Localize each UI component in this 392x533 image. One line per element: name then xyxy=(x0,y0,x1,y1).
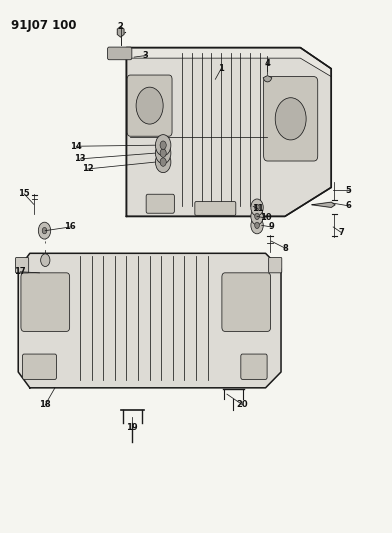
FancyBboxPatch shape xyxy=(107,47,132,60)
Circle shape xyxy=(155,142,171,164)
Text: 19: 19 xyxy=(127,423,138,432)
Circle shape xyxy=(41,254,50,266)
Text: 9: 9 xyxy=(269,222,274,231)
FancyBboxPatch shape xyxy=(16,257,29,273)
Text: 1: 1 xyxy=(218,64,224,73)
Wedge shape xyxy=(263,76,272,82)
Text: 10: 10 xyxy=(260,214,271,222)
Text: 17: 17 xyxy=(15,267,26,276)
Circle shape xyxy=(275,98,306,140)
FancyBboxPatch shape xyxy=(21,273,70,332)
Text: 7: 7 xyxy=(338,228,344,237)
Text: 11: 11 xyxy=(252,204,264,213)
Circle shape xyxy=(251,199,263,216)
Circle shape xyxy=(255,204,260,211)
Text: 91J07 100: 91J07 100 xyxy=(11,19,76,31)
FancyBboxPatch shape xyxy=(195,201,236,215)
FancyBboxPatch shape xyxy=(22,354,56,379)
Circle shape xyxy=(160,149,166,157)
Circle shape xyxy=(251,217,263,234)
Circle shape xyxy=(136,87,163,124)
Circle shape xyxy=(251,208,263,225)
FancyBboxPatch shape xyxy=(146,194,174,213)
Text: 2: 2 xyxy=(118,22,123,31)
Text: 16: 16 xyxy=(65,222,76,231)
Polygon shape xyxy=(127,47,331,77)
Circle shape xyxy=(255,222,260,229)
Text: 3: 3 xyxy=(143,51,149,60)
Text: 18: 18 xyxy=(40,400,51,409)
Text: 4: 4 xyxy=(265,59,270,68)
FancyBboxPatch shape xyxy=(241,354,267,379)
Text: 6: 6 xyxy=(346,201,352,211)
Circle shape xyxy=(160,141,166,149)
Polygon shape xyxy=(127,47,331,216)
Circle shape xyxy=(42,228,47,234)
Text: 13: 13 xyxy=(74,155,86,164)
FancyBboxPatch shape xyxy=(127,75,172,136)
Text: 20: 20 xyxy=(236,400,248,409)
Text: 5: 5 xyxy=(346,185,352,195)
Polygon shape xyxy=(18,253,281,388)
Polygon shape xyxy=(312,202,335,207)
Circle shape xyxy=(155,135,171,156)
Circle shape xyxy=(255,213,260,220)
Circle shape xyxy=(38,222,51,239)
FancyBboxPatch shape xyxy=(269,257,282,273)
Text: 14: 14 xyxy=(70,142,82,151)
Circle shape xyxy=(155,151,171,173)
Polygon shape xyxy=(117,27,124,37)
Text: 8: 8 xyxy=(282,244,288,253)
FancyBboxPatch shape xyxy=(222,273,270,332)
Text: 12: 12 xyxy=(82,164,94,173)
FancyBboxPatch shape xyxy=(264,77,318,161)
Circle shape xyxy=(160,158,166,166)
Text: 15: 15 xyxy=(18,189,30,198)
